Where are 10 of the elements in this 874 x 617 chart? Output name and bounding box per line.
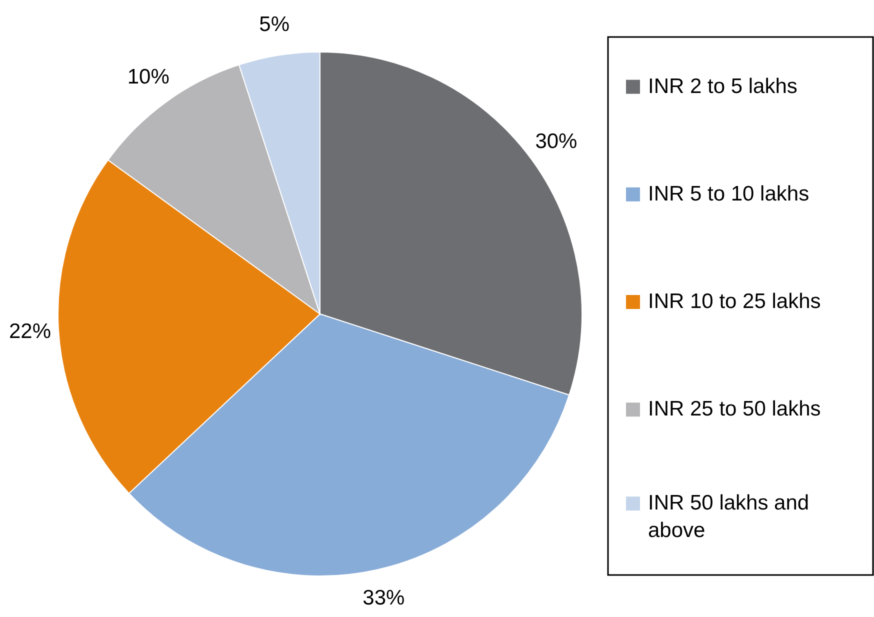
data-label: 5% <box>259 13 290 36</box>
data-label: 33% <box>362 586 405 610</box>
legend-label: INR 25 to 50 lakhs <box>648 397 821 420</box>
data-label: 30% <box>535 130 578 153</box>
data-label: 22% <box>8 320 52 343</box>
legend-label: INR 50 lakhs and above <box>648 491 810 542</box>
legend-label: INR 2 to 5 lakhs <box>648 74 798 98</box>
legend-label: INR 10 to 25 lakhs <box>648 290 821 313</box>
data-label: 10% <box>127 65 170 88</box>
legend-label: INR 5 to 10 lakhs <box>648 182 810 205</box>
